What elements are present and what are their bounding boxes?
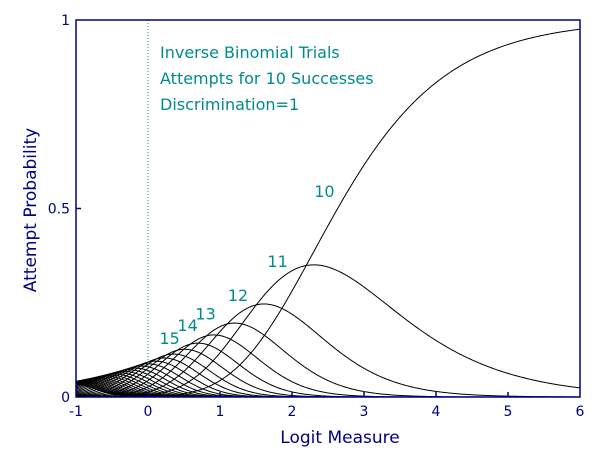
- y-tick-label: 0: [61, 390, 70, 406]
- x-tick-label: 0: [144, 404, 153, 420]
- y-axis-title: Attempt Probability: [21, 128, 41, 292]
- curve-11-attempts: [76, 264, 581, 398]
- curve-label-14: 14: [177, 316, 197, 335]
- annotation-block: Inverse Binomial Trials Attempts for 10 …: [160, 43, 374, 114]
- y-tick-label: 0.5: [48, 202, 70, 218]
- curve-12-attempts: [75, 303, 581, 398]
- x-tick-label: 3: [360, 404, 369, 420]
- x-tick-label: 2: [288, 404, 297, 420]
- curve-15-attempts: [75, 342, 580, 398]
- x-axis-title: Logit Measure: [280, 428, 399, 448]
- x-tick-label: 4: [432, 404, 441, 420]
- x-tick-label: 5: [504, 404, 513, 420]
- annotation-line-2: Attempts for 10 Successes: [160, 69, 374, 88]
- x-tick-label: -1: [69, 404, 83, 420]
- curve-label-13: 13: [195, 305, 215, 324]
- annotation-line-1: Inverse Binomial Trials: [160, 43, 340, 62]
- curve-label-12: 12: [228, 286, 248, 305]
- curve-label-15: 15: [159, 329, 179, 348]
- x-axis-ticks: -1 0 1 2 3 4 5 6: [69, 392, 585, 420]
- curve-label-11: 11: [267, 252, 287, 271]
- annotation-line-3: Discrimination=1: [160, 95, 299, 114]
- curve-label-10: 10: [314, 182, 334, 201]
- x-tick-label: 1: [216, 404, 225, 420]
- x-tick-label: 6: [576, 404, 585, 420]
- y-tick-label: 1: [61, 13, 70, 29]
- y-axis-ticks: 00.51: [48, 13, 81, 406]
